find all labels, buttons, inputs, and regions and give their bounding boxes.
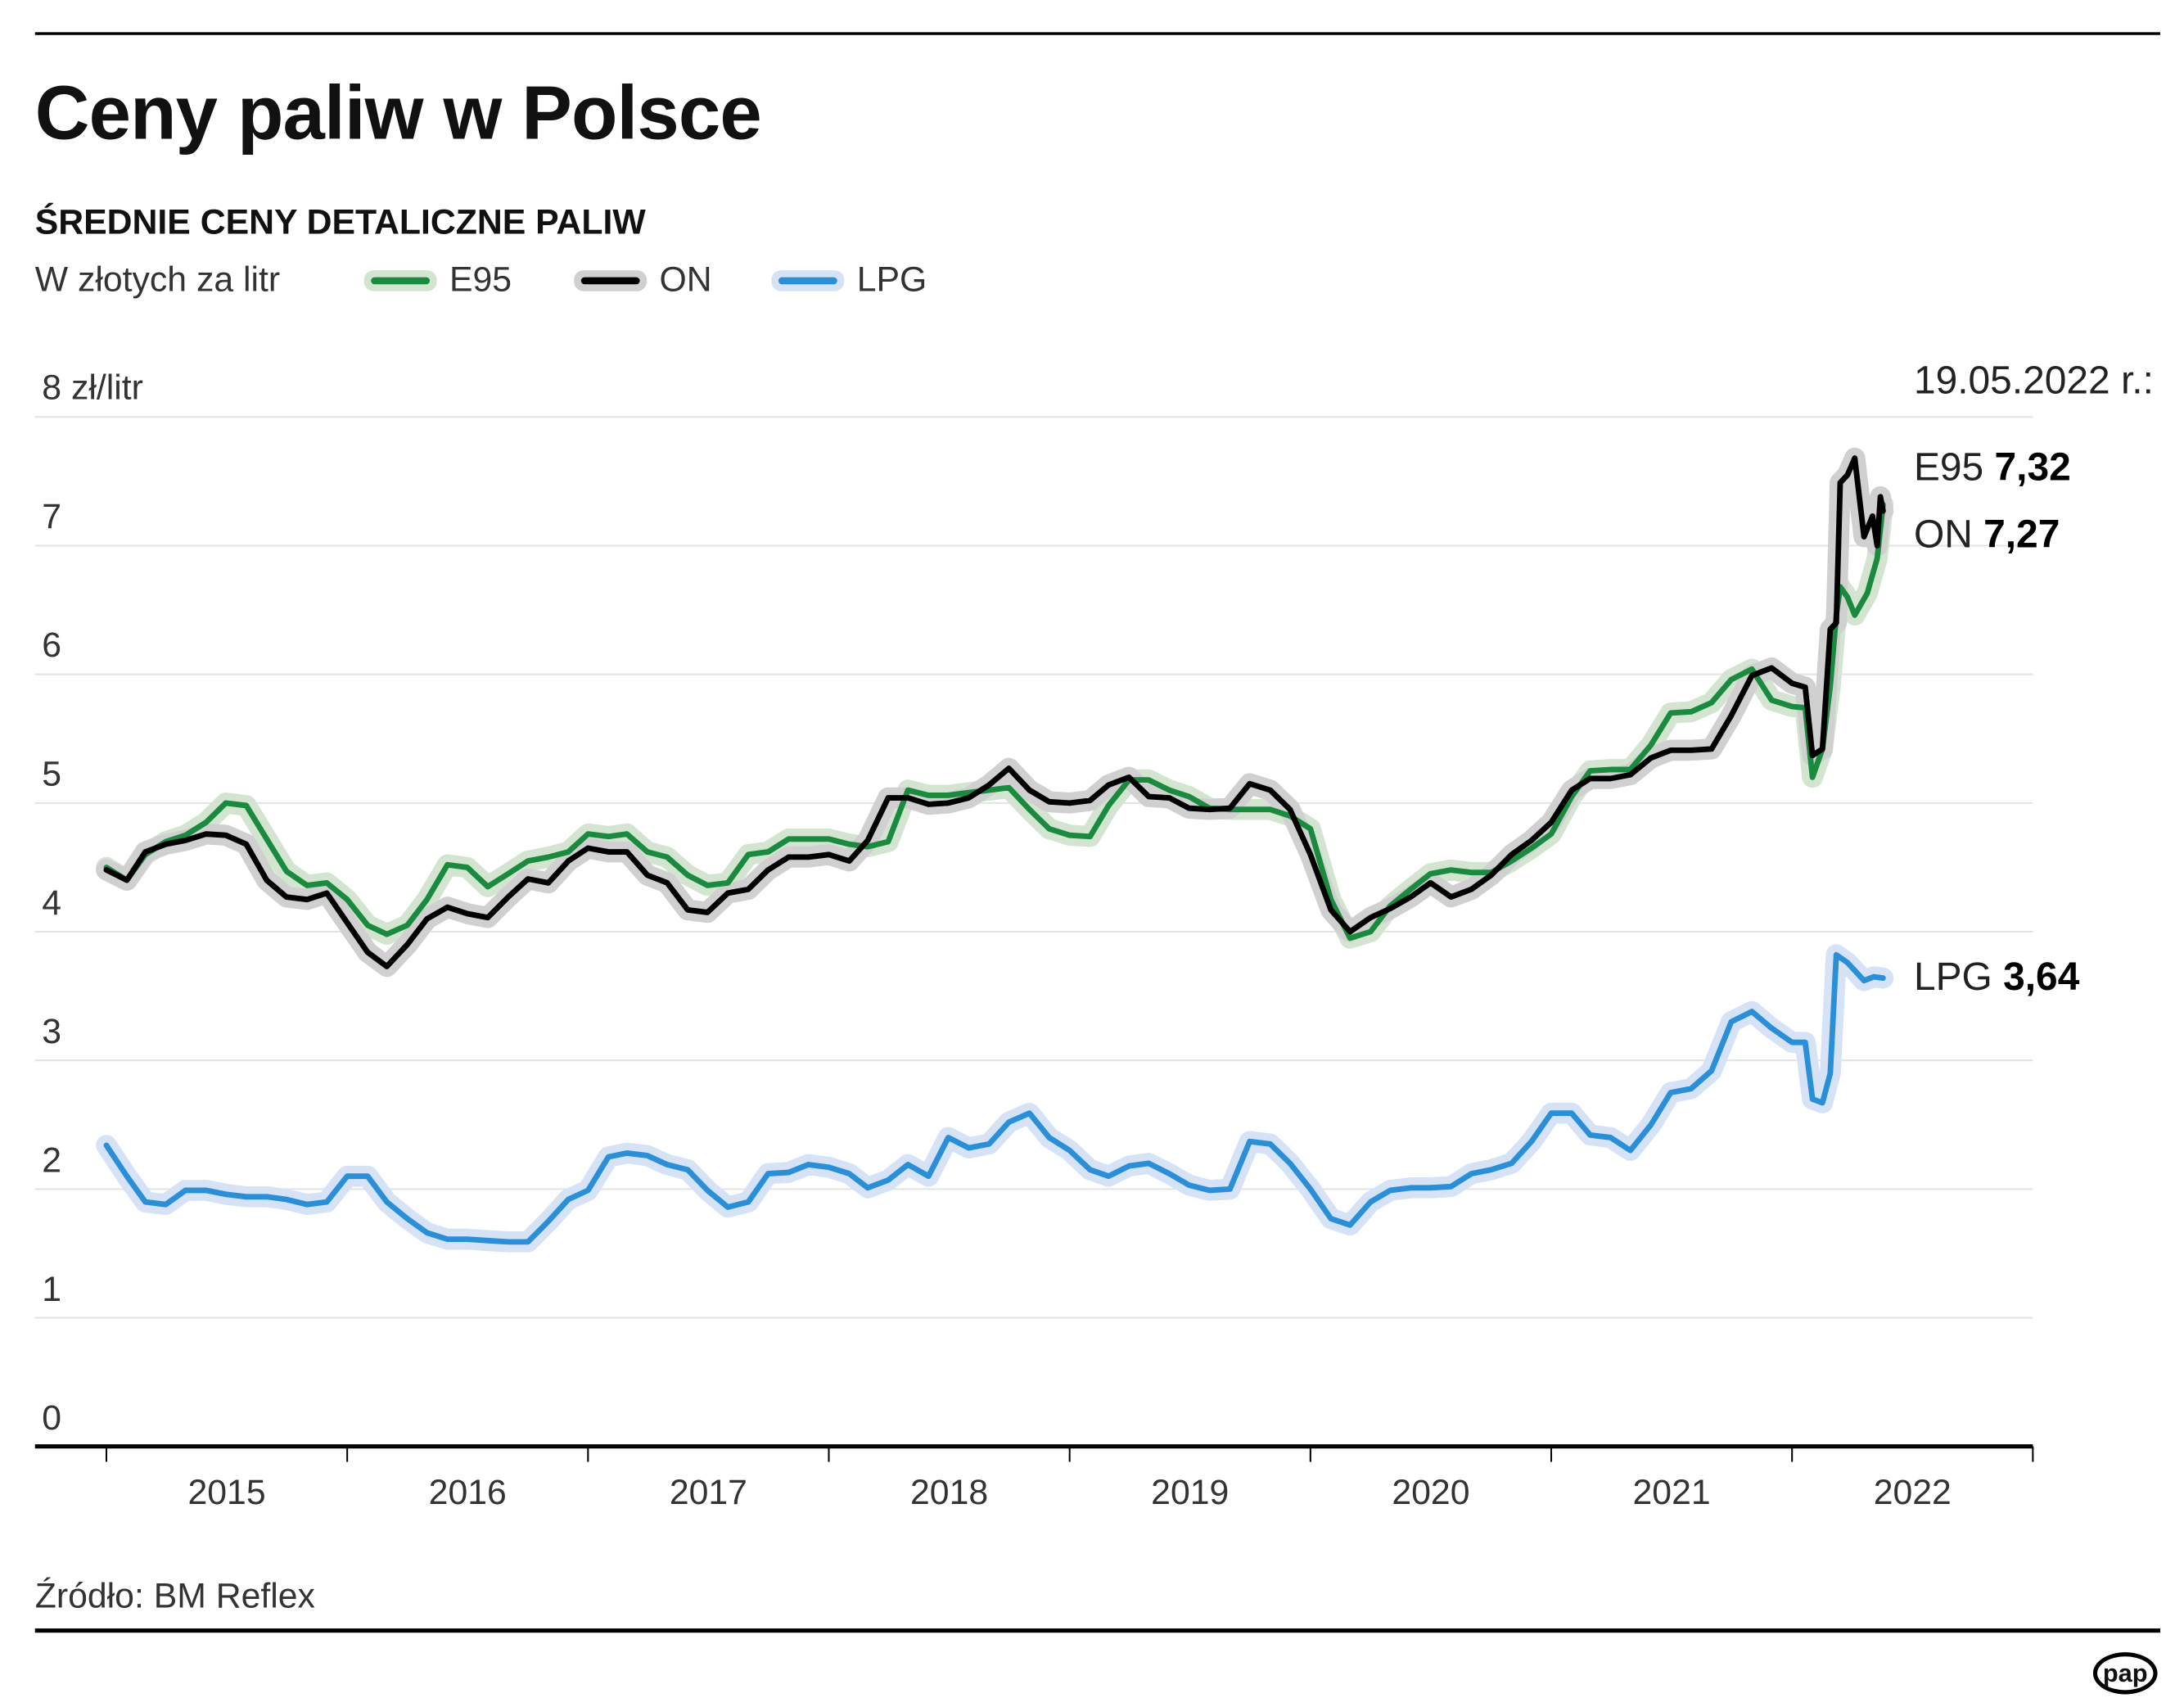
chart-subtitle: ŚREDNIE CENY DETALICZNE PALIW [34, 202, 646, 242]
legend-item-lpg: LPG [778, 260, 927, 301]
x-tick-label: 2017 [669, 1473, 747, 1513]
e95-end-value: 7,32 [1994, 445, 2071, 489]
series-halo-lpg [96, 944, 1894, 1253]
on-end-name: ON [1913, 512, 1973, 556]
lpg-end-label: LPG 3,64 [1914, 955, 2079, 1000]
y-tick-label: 2 [42, 1140, 62, 1181]
legend-label-on: ON [659, 260, 712, 300]
lpg-end-name: LPG [1913, 955, 1992, 999]
on-end-label: ON 7,27 [1914, 513, 2060, 558]
x-tick-label: 2022 [1873, 1473, 1952, 1513]
legend-label-lpg: LPG [856, 260, 927, 300]
unit-label: W złotych za litr [34, 260, 281, 300]
date-annotation: 19.05.2022 r.: [1913, 358, 2154, 402]
series-halo-e95 [96, 494, 1894, 949]
y-tick-label: 0 [42, 1398, 62, 1438]
bottom-rule [34, 1628, 2160, 1633]
y-tick-label: 5 [42, 754, 62, 794]
y-tick-label: 3 [42, 1012, 62, 1052]
x-tick-label: 2019 [1151, 1473, 1230, 1513]
y-tick-label: 6 [42, 625, 62, 666]
pap-logo: pap [2092, 1652, 2158, 1695]
legend-label-e95: E95 [449, 260, 512, 300]
x-tick-label: 2018 [910, 1473, 989, 1513]
series-halo-on [96, 447, 1894, 978]
series-line-e95 [103, 501, 1886, 942]
x-tick-label: 2016 [428, 1473, 507, 1513]
series-line-on [103, 455, 1886, 969]
source-note: Źródło: BM Reflex [34, 1576, 315, 1616]
e95-end-name: E95 [1913, 445, 1984, 489]
x-tick-label: 2021 [1632, 1473, 1711, 1513]
legend-swatch-lpg [778, 277, 837, 285]
x-tick-label: 2015 [187, 1473, 266, 1513]
e95-end-label: E95 7,32 [1914, 445, 2071, 490]
on-end-value: 7,27 [1983, 512, 2060, 556]
chart-title: Ceny paliw w Polsce [34, 71, 762, 156]
top-rule [34, 32, 2160, 35]
legend-swatch-e95 [371, 277, 431, 285]
series-line-lpg [103, 951, 1886, 1245]
legend-item-e95: E95 [371, 260, 512, 301]
legend-item-on: ON [580, 260, 712, 301]
legend-swatch-on [580, 277, 640, 285]
x-tick-label: 2020 [1392, 1473, 1470, 1513]
y-tick-label: 4 [42, 883, 62, 923]
y-tick-label: 7 [42, 497, 62, 537]
y-tick-label: 8 zł/litr [42, 368, 143, 408]
lpg-end-value: 3,64 [2003, 955, 2080, 999]
y-tick-label: 1 [42, 1270, 62, 1310]
